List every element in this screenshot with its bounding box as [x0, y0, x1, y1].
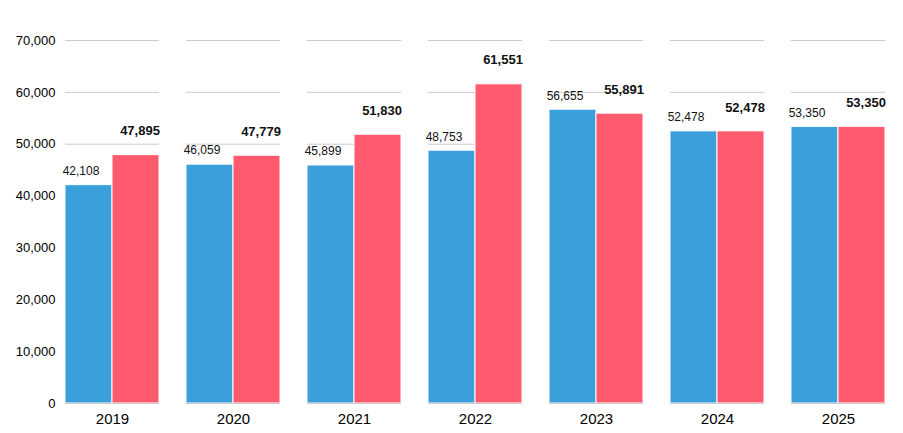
svg-text:55,891: 55,891	[604, 82, 644, 97]
svg-text:47,895: 47,895	[120, 123, 160, 138]
svg-text:52,478: 52,478	[668, 110, 705, 124]
svg-text:42,108: 42,108	[63, 164, 100, 178]
svg-text:60,000: 60,000	[16, 85, 56, 100]
svg-text:61,551: 61,551	[483, 52, 523, 67]
svg-text:48,753: 48,753	[426, 130, 463, 144]
svg-text:53,350: 53,350	[846, 95, 886, 110]
svg-text:46,059: 46,059	[184, 143, 221, 157]
svg-text:47,779: 47,779	[241, 124, 281, 139]
svg-text:56,655: 56,655	[547, 89, 584, 103]
svg-text:30,000: 30,000	[16, 240, 56, 255]
svg-text:0: 0	[48, 396, 55, 411]
svg-text:52,478: 52,478	[725, 100, 765, 115]
svg-text:53,350: 53,350	[789, 106, 826, 120]
svg-text:2023: 2023	[580, 410, 613, 427]
svg-text:2022: 2022	[459, 410, 492, 427]
svg-text:2020: 2020	[217, 410, 250, 427]
svg-text:2019: 2019	[96, 410, 129, 427]
svg-text:2021: 2021	[338, 410, 371, 427]
svg-text:2024: 2024	[701, 410, 734, 427]
svg-text:45,899: 45,899	[305, 144, 342, 158]
svg-text:70,000: 70,000	[16, 33, 56, 48]
svg-text:51,830: 51,830	[362, 103, 402, 118]
svg-text:20,000: 20,000	[16, 292, 56, 307]
svg-text:10,000: 10,000	[16, 344, 56, 359]
svg-text:2025: 2025	[822, 410, 855, 427]
svg-text:40,000: 40,000	[16, 188, 56, 203]
svg-text:50,000: 50,000	[16, 136, 56, 151]
